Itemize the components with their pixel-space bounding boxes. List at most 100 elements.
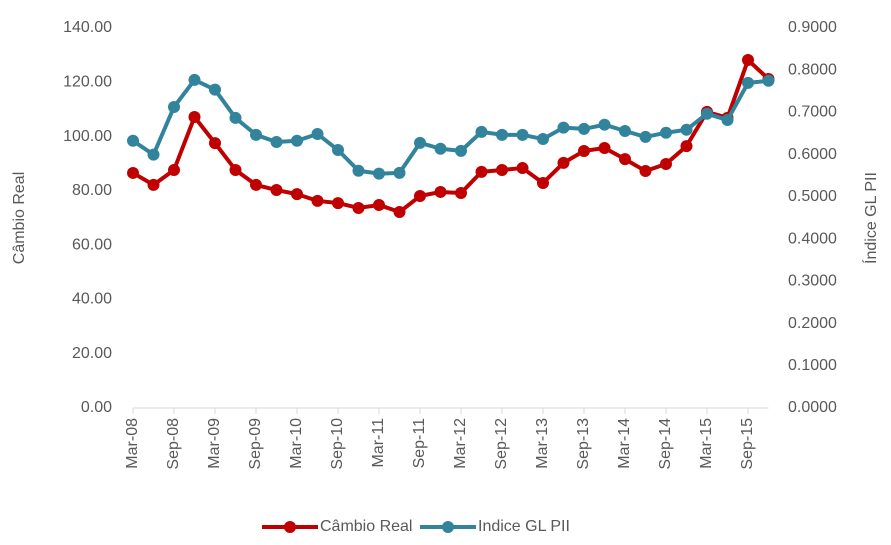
- series-marker: [147, 178, 160, 191]
- x-tick-label: Sep-15: [739, 418, 756, 470]
- y-tick-label: 20.00: [72, 345, 112, 362]
- series-marker: [291, 134, 303, 147]
- y2-tick-label: 0.5000: [788, 188, 837, 205]
- series-marker: [434, 185, 447, 198]
- series-marker: [352, 164, 365, 177]
- series-marker: [393, 206, 406, 219]
- series-marker: [188, 111, 201, 124]
- x-tick-label: Mar-14: [616, 418, 633, 469]
- y2-tick-label: 0.9000: [788, 19, 837, 36]
- y-axis-title: Câmbio Real: [11, 172, 28, 264]
- series-marker: [557, 156, 570, 169]
- series-marker: [455, 187, 467, 200]
- series-marker: [373, 198, 385, 211]
- series-marker: [578, 122, 590, 135]
- series-marker: [742, 76, 754, 89]
- series-marker: [393, 166, 406, 179]
- x-tick-label: Mar-08: [124, 418, 141, 469]
- series-marker: [537, 176, 549, 189]
- y-tick-label: 140.00: [63, 19, 112, 36]
- x-tick-label: Sep-12: [493, 418, 510, 470]
- series-marker: [209, 137, 221, 150]
- series-marker: [270, 136, 283, 148]
- series-marker: [127, 166, 139, 179]
- series-marker: [168, 163, 180, 176]
- series-marker: [373, 167, 385, 180]
- x-tick-label: Sep-13: [575, 418, 592, 470]
- series-marker: [619, 125, 631, 138]
- y2-tick-label: 0.2000: [788, 315, 837, 332]
- x-tick-label: Mar-15: [698, 418, 715, 469]
- y2-axis-title: Índice GL PII: [861, 172, 880, 264]
- series-marker: [598, 141, 611, 154]
- y-tick-label: 60.00: [72, 236, 112, 253]
- series-marker: [680, 123, 693, 136]
- y2-tick-label: 0.0000: [788, 399, 837, 416]
- x-tick-label: Sep-09: [247, 418, 264, 470]
- legend-marker: [284, 521, 296, 533]
- series-line: [131, 58, 770, 215]
- series-marker: [311, 194, 324, 207]
- x-tick-label: Mar-11: [370, 418, 387, 468]
- series-marker: [639, 165, 652, 178]
- series-marker: [762, 74, 775, 87]
- series-marker: [147, 148, 160, 161]
- series-marker: [496, 128, 508, 141]
- series-marker: [250, 128, 262, 141]
- y-tick-label: 120.00: [63, 74, 112, 91]
- series-marker: [414, 136, 426, 149]
- series-marker: [332, 197, 344, 210]
- x-tick-label: Mar-12: [452, 418, 469, 469]
- y2-tick-label: 0.7000: [788, 104, 837, 121]
- series-marker: [250, 178, 262, 191]
- series-marker: [537, 133, 549, 146]
- series-marker: [229, 163, 242, 176]
- series-marker: [578, 144, 590, 157]
- series-marker: [209, 83, 221, 96]
- y2-tick-label: 0.4000: [788, 230, 837, 247]
- series-marker: [455, 144, 467, 157]
- series-marker: [475, 165, 488, 178]
- series-marker: [516, 162, 529, 175]
- series-marker: [516, 128, 529, 141]
- x-tick-label: Mar-09: [206, 418, 223, 469]
- x-tick-label: Mar-10: [288, 418, 305, 469]
- series-marker: [311, 127, 324, 140]
- x-tick-label: Sep-14: [657, 418, 674, 470]
- x-tick-label: Sep-11: [411, 418, 428, 469]
- series-marker: [660, 157, 672, 170]
- x-tick-label: Mar-13: [534, 418, 551, 469]
- series-marker: [352, 201, 365, 214]
- x-tick-label: Sep-08: [165, 418, 182, 470]
- y2-tick-label: 0.3000: [788, 273, 837, 290]
- x-tick-label: Sep-10: [329, 418, 346, 470]
- series-marker: [270, 184, 283, 197]
- legend-label: Câmbio Real: [320, 518, 412, 535]
- y-tick-label: 0.00: [81, 399, 112, 416]
- series-marker: [291, 188, 303, 201]
- y-tick-label: 80.00: [72, 182, 112, 199]
- series-marker: [496, 163, 508, 176]
- series-marker: [639, 130, 652, 143]
- y2-tick-label: 0.6000: [788, 146, 837, 163]
- series-marker: [414, 190, 426, 203]
- series-marker: [598, 118, 611, 131]
- series-marker: [742, 54, 754, 67]
- series-marker: [619, 153, 631, 166]
- legend-label: Indice GL PII: [478, 518, 570, 535]
- y2-tick-label: 0.8000: [788, 61, 837, 78]
- legend-marker: [442, 521, 454, 533]
- series-marker: [332, 144, 344, 157]
- y-tick-label: 40.00: [72, 291, 112, 308]
- series-marker: [127, 134, 139, 147]
- series-marker: [721, 114, 734, 127]
- series-marker: [701, 107, 713, 120]
- series-marker: [557, 121, 570, 134]
- series-marker: [188, 73, 201, 86]
- series-marker: [680, 140, 693, 153]
- series-marker: [168, 100, 180, 113]
- y-tick-label: 100.00: [63, 128, 112, 145]
- series-marker: [229, 111, 242, 124]
- series-marker: [660, 126, 672, 139]
